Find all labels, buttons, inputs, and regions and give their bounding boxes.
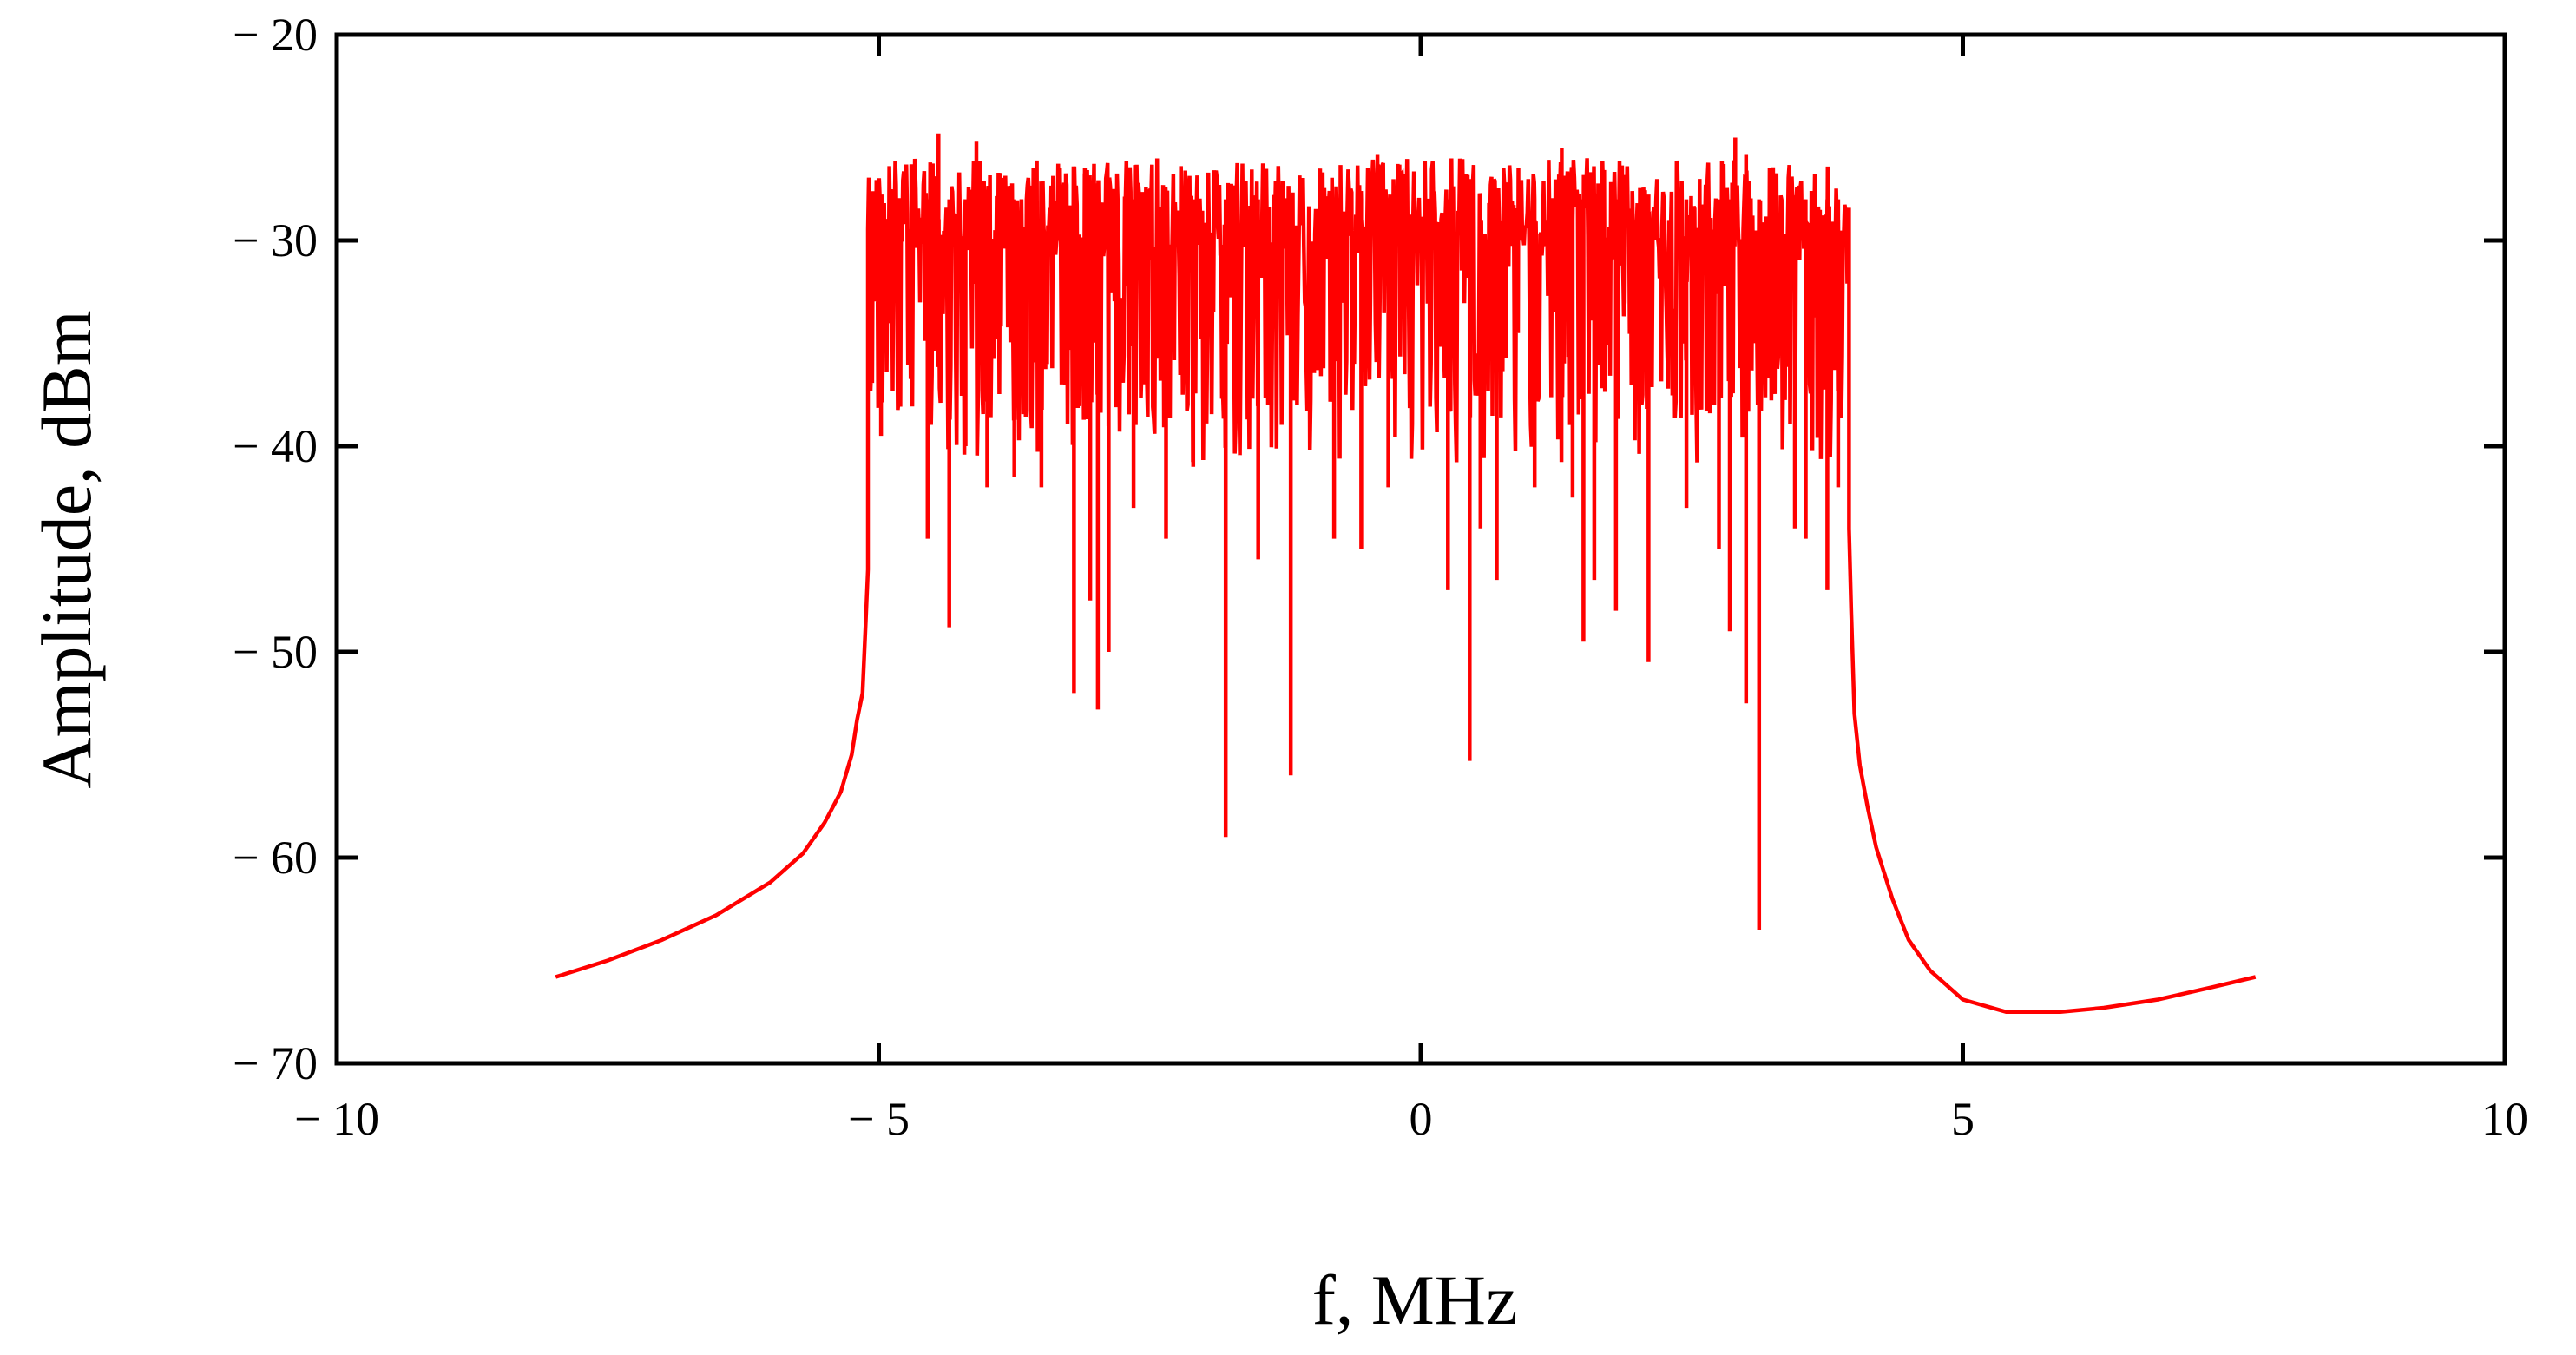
y-tick-label: − 40 [233,420,318,472]
y-tick-label: − 60 [233,832,318,884]
y-tick-label: − 50 [233,626,318,678]
x-tick-label: 10 [2481,1093,2528,1145]
x-tick-label: − 5 [848,1093,910,1145]
plot-layer [555,133,2257,1015]
x-tick-label: − 10 [294,1093,379,1145]
tick-layer: − 10− 5 0 5 10− 70− 60− 50− 40− 30− 20 [233,9,2528,1145]
x-tick-label: 0 [1410,1093,1433,1145]
plot-frame [334,32,2507,1066]
y-axis-title: Amplitude, dBm [27,310,106,788]
spectrum-line [555,133,2257,1015]
x-tick-label: 5 [1951,1093,1975,1145]
y-tick-label: − 30 [233,214,318,266]
x-axis-title: f, MHz [1312,1260,1518,1339]
plot-border [334,32,2507,1066]
y-tick-label: − 20 [233,9,318,61]
y-tick-label: − 70 [233,1037,318,1089]
